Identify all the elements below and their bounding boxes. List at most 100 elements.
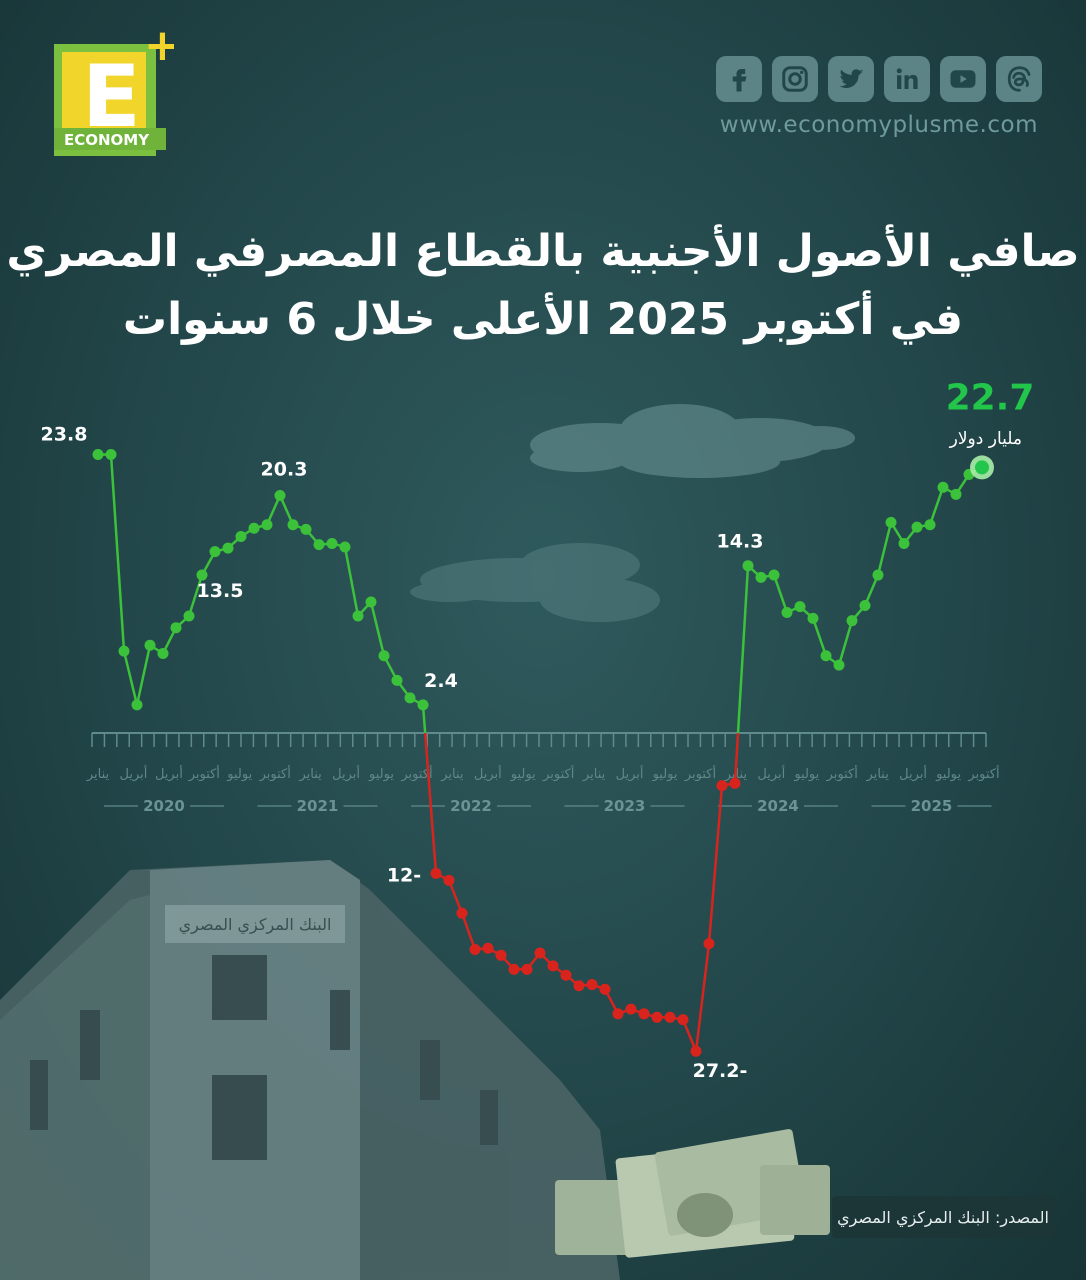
month-tick-label: يناير bbox=[866, 767, 890, 782]
month-tick-label: يناير bbox=[582, 767, 606, 782]
data-point bbox=[521, 963, 533, 975]
data-point bbox=[508, 963, 520, 975]
facebook-icon[interactable] bbox=[716, 56, 762, 102]
data-point bbox=[287, 519, 299, 531]
series-segment bbox=[109, 454, 126, 652]
data-point bbox=[443, 874, 455, 886]
data-point bbox=[313, 539, 325, 551]
linkedin-icon[interactable] bbox=[884, 56, 930, 102]
year-label: 2024 bbox=[757, 797, 799, 815]
data-point bbox=[690, 1045, 702, 1057]
data-point bbox=[573, 980, 585, 992]
year-label: 2022 bbox=[450, 797, 492, 815]
data-point bbox=[586, 979, 598, 991]
data-point bbox=[807, 612, 819, 624]
month-tick-label: يوليو bbox=[793, 767, 819, 782]
data-point bbox=[742, 560, 754, 572]
series-segment bbox=[707, 785, 724, 944]
data-point bbox=[222, 542, 234, 554]
month-tick-label: يناير bbox=[298, 767, 322, 782]
data-point bbox=[339, 541, 351, 553]
data-point bbox=[820, 650, 832, 662]
month-tick-label: أبريل bbox=[616, 765, 644, 782]
month-tick-label: يوليو bbox=[935, 767, 961, 782]
series-segment bbox=[460, 912, 477, 950]
data-point bbox=[235, 530, 247, 542]
data-point bbox=[157, 647, 169, 659]
series-segment bbox=[772, 574, 789, 613]
year-label: 2025 bbox=[911, 797, 953, 815]
series-segment bbox=[733, 732, 740, 784]
data-point bbox=[664, 1011, 676, 1023]
data-point bbox=[975, 460, 989, 475]
data-point bbox=[534, 947, 546, 959]
data-point bbox=[950, 488, 962, 500]
month-tick-label: أبريل bbox=[474, 765, 502, 782]
series-segment bbox=[447, 879, 464, 914]
data-point bbox=[118, 645, 130, 657]
month-tick-label: يوليو bbox=[226, 767, 252, 782]
source-note: المصدر: البنك المركزي المصري bbox=[832, 1196, 1054, 1238]
unit-label: مليار دولار bbox=[949, 429, 1022, 449]
month-tick-label: أكتوبر bbox=[188, 765, 220, 782]
youtube-icon[interactable] bbox=[940, 56, 986, 102]
month-tick-label: أبريل bbox=[899, 765, 927, 782]
series-segment bbox=[187, 574, 204, 617]
data-point bbox=[352, 610, 364, 622]
data-point bbox=[612, 1008, 624, 1020]
month-tick-label: أبريل bbox=[332, 765, 360, 782]
month-tick-label: أكتوبر bbox=[967, 765, 999, 782]
data-label: 22.7 bbox=[946, 377, 1035, 418]
data-point bbox=[937, 481, 949, 493]
data-point bbox=[404, 692, 416, 704]
data-point bbox=[560, 969, 572, 981]
month-tick-label: أكتوبر bbox=[259, 765, 291, 782]
svg-text:ECONOMY: ECONOMY bbox=[64, 131, 150, 149]
month-tick-label: يوليو bbox=[652, 767, 678, 782]
series-segment bbox=[122, 650, 139, 706]
economy-plus-logo: E + ECONOMY bbox=[54, 30, 174, 156]
series-segment bbox=[694, 943, 711, 1052]
data-point bbox=[651, 1011, 663, 1023]
threads-icon[interactable] bbox=[996, 56, 1042, 102]
data-point bbox=[144, 639, 156, 651]
data-point bbox=[196, 569, 208, 581]
data-label: 23.8 bbox=[41, 424, 88, 446]
data-point bbox=[703, 938, 715, 950]
year-label: 2021 bbox=[297, 797, 339, 815]
data-labels: 23.8 20.3 2.4 12- 27.2- 14.3 13.5 22.7 bbox=[41, 377, 1035, 1082]
data-point bbox=[781, 606, 793, 618]
website-url[interactable]: www.economyplusme.com bbox=[719, 112, 1038, 138]
data-point bbox=[274, 489, 286, 501]
data-point bbox=[898, 537, 910, 549]
central-bank-building: البنك المركزي المصري bbox=[0, 860, 620, 1280]
data-label: 2.4 bbox=[424, 670, 458, 692]
instagram-icon[interactable] bbox=[772, 56, 818, 102]
data-point bbox=[261, 519, 273, 531]
month-tick-label: يناير bbox=[440, 767, 464, 782]
data-point bbox=[248, 522, 260, 534]
data-point bbox=[859, 599, 871, 611]
series-segment bbox=[135, 644, 152, 706]
series-segment bbox=[876, 522, 893, 576]
month-tick-label: أكتوبر bbox=[542, 765, 574, 782]
data-point bbox=[872, 569, 884, 581]
data-point bbox=[729, 777, 741, 789]
data-point bbox=[846, 615, 858, 627]
cloud-decoration bbox=[530, 404, 855, 478]
month-tick-label: يناير bbox=[86, 767, 110, 782]
data-label: 13.5 bbox=[197, 580, 244, 602]
series-segment bbox=[736, 565, 750, 734]
series-segment bbox=[863, 574, 880, 606]
data-label: 27.2- bbox=[693, 1060, 748, 1082]
data-point bbox=[92, 449, 104, 461]
twitter-icon[interactable] bbox=[828, 56, 874, 102]
month-tick-label: يوليو bbox=[368, 767, 394, 782]
data-point bbox=[924, 519, 936, 531]
data-point bbox=[456, 907, 468, 919]
series-segment bbox=[928, 486, 945, 526]
data-point bbox=[794, 601, 806, 613]
data-point bbox=[625, 1003, 637, 1015]
x-axis: يناير أبريل أبريل أكتوبر يوليو أكتوبر يناير أبر… bbox=[86, 732, 1000, 815]
